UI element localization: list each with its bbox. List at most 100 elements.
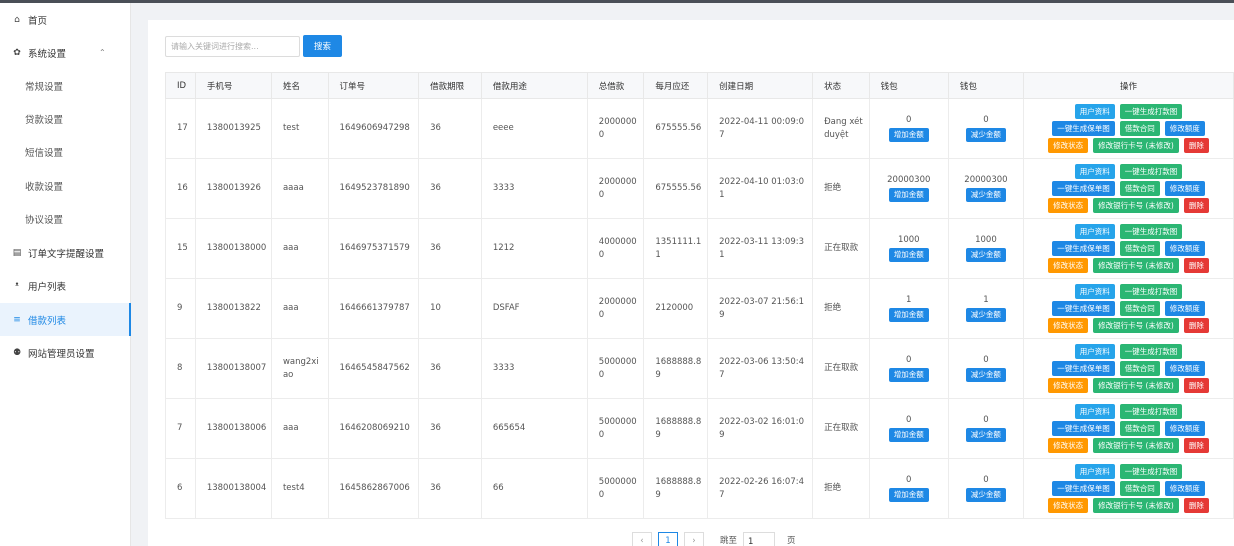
generate-guarantee-image-button[interactable]: 一键生成保单图 — [1052, 241, 1115, 256]
delete-button[interactable]: 删除 — [1183, 258, 1209, 273]
generate-payment-image-button[interactable]: 一键生成打款图 — [1119, 284, 1183, 299]
subtract-amount-button[interactable]: 减少金额 — [965, 308, 1006, 322]
edit-status-button[interactable]: 修改状态 — [1048, 378, 1089, 393]
edit-bank-card-button[interactable]: 修改银行卡号 (未修改) — [1093, 198, 1179, 213]
delete-button[interactable]: 删除 — [1183, 318, 1209, 333]
sidebar-item-order-reminder[interactable]: ▤ 订单文字提醒设置 — [0, 236, 131, 269]
cell-actions: 用户资料 一键生成打款图 一键生成保单图 借款合同 修改额度 修改状态 修改银行… — [1023, 398, 1234, 459]
sidebar-item-admins[interactable]: ⚉ 网站管理员设置 — [0, 336, 131, 369]
user-info-button[interactable]: 用户资料 — [1074, 404, 1115, 419]
edit-bank-card-button[interactable]: 修改银行卡号 (未修改) — [1093, 438, 1179, 453]
user-info-button[interactable]: 用户资料 — [1074, 104, 1115, 119]
add-amount-button[interactable]: 增加金额 — [888, 488, 929, 502]
edit-bank-card-button[interactable]: 修改银行卡号 (未修改) — [1093, 318, 1179, 333]
sidebar-item-sms-settings[interactable]: 短信设置 — [0, 135, 131, 168]
loan-contract-button[interactable]: 借款合同 — [1119, 181, 1160, 196]
user-info-button[interactable]: 用户资料 — [1074, 164, 1115, 179]
search-button[interactable]: 搜索 — [303, 35, 342, 57]
edit-status-button[interactable]: 修改状态 — [1048, 258, 1089, 273]
add-amount-button[interactable]: 增加金额 — [888, 128, 929, 142]
generate-payment-image-button[interactable]: 一键生成打款图 — [1119, 224, 1183, 239]
add-amount-button[interactable]: 增加金额 — [888, 248, 929, 262]
generate-guarantee-image-button[interactable]: 一键生成保单图 — [1052, 121, 1115, 136]
user-info-button[interactable]: 用户资料 — [1074, 464, 1115, 479]
table-row: 9 1380013822 aaa 1646661379787 10 DSFAF 200000… — [165, 278, 1234, 339]
subtract-amount-button[interactable]: 减少金额 — [965, 428, 1006, 442]
delete-button[interactable]: 删除 — [1183, 138, 1209, 153]
edit-status-button[interactable]: 修改状态 — [1048, 198, 1089, 213]
generate-payment-image-button[interactable]: 一键生成打款图 — [1119, 104, 1183, 119]
cell-purpose: 66 — [481, 458, 588, 519]
user-info-button[interactable]: 用户资料 — [1074, 284, 1115, 299]
subtract-amount-button[interactable]: 减少金额 — [965, 188, 1006, 202]
add-amount-button[interactable]: 增加金额 — [888, 188, 929, 202]
loan-contract-button[interactable]: 借款合同 — [1119, 241, 1160, 256]
edit-amount-button[interactable]: 修改额度 — [1164, 301, 1205, 316]
next-page-button[interactable]: › — [684, 532, 704, 546]
edit-bank-card-button[interactable]: 修改银行卡号 (未修改) — [1093, 498, 1179, 513]
jump-page-input[interactable] — [743, 532, 776, 546]
sidebar-item-payment-settings[interactable]: 收款设置 — [0, 169, 131, 202]
delete-button[interactable]: 删除 — [1183, 378, 1209, 393]
generate-payment-image-button[interactable]: 一键生成打款图 — [1119, 344, 1183, 359]
edit-bank-card-button[interactable]: 修改银行卡号 (未修改) — [1093, 378, 1179, 393]
edit-bank-card-button[interactable]: 修改银行卡号 (未修改) — [1093, 258, 1179, 273]
sidebar-item-general-settings[interactable]: 常规设置 — [0, 69, 131, 102]
user-info-button[interactable]: 用户资料 — [1074, 344, 1115, 359]
generate-guarantee-image-button[interactable]: 一键生成保单图 — [1052, 421, 1115, 436]
delete-button[interactable]: 删除 — [1183, 498, 1209, 513]
sidebar-item-loans[interactable]: ≡ 借款列表 — [0, 303, 131, 336]
subtract-amount-button[interactable]: 减少金额 — [965, 488, 1006, 502]
cell-actions: 用户资料 一键生成打款图 一键生成保单图 借款合同 修改额度 修改状态 修改银行… — [1023, 98, 1234, 159]
edit-status-button[interactable]: 修改状态 — [1048, 138, 1089, 153]
edit-status-button[interactable]: 修改状态 — [1048, 318, 1089, 333]
subtract-amount-button[interactable]: 减少金额 — [965, 248, 1006, 262]
wallet-amount: 0 — [906, 475, 912, 485]
search-input[interactable] — [165, 36, 300, 57]
sidebar-item-label: 短信设置 — [25, 147, 64, 159]
loan-contract-button[interactable]: 借款合同 — [1119, 361, 1160, 376]
delete-button[interactable]: 删除 — [1183, 198, 1209, 213]
loan-contract-button[interactable]: 借款合同 — [1119, 481, 1160, 496]
page-number-current[interactable]: 1 — [658, 532, 678, 546]
generate-payment-image-button[interactable]: 一键生成打款图 — [1119, 164, 1183, 179]
generate-payment-image-button[interactable]: 一键生成打款图 — [1119, 464, 1183, 479]
generate-guarantee-image-button[interactable]: 一键生成保单图 — [1052, 481, 1115, 496]
subtract-amount-button[interactable]: 减少金额 — [965, 128, 1006, 142]
edit-status-button[interactable]: 修改状态 — [1048, 438, 1089, 453]
loan-contract-button[interactable]: 借款合同 — [1119, 421, 1160, 436]
edit-amount-button[interactable]: 修改额度 — [1164, 181, 1205, 196]
generate-guarantee-image-button[interactable]: 一键生成保单图 — [1052, 301, 1115, 316]
delete-button[interactable]: 删除 — [1183, 438, 1209, 453]
loan-contract-button[interactable]: 借款合同 — [1119, 121, 1160, 136]
cell-actions: 用户资料 一键生成打款图 一键生成保单图 借款合同 修改额度 修改状态 修改银行… — [1023, 218, 1234, 279]
generate-guarantee-image-button[interactable]: 一键生成保单图 — [1052, 181, 1115, 196]
loan-contract-button[interactable]: 借款合同 — [1119, 301, 1160, 316]
cell-order: 1646975371579 — [328, 218, 420, 279]
cell-name: aaa — [271, 278, 329, 339]
wallet-amount: 1 — [906, 295, 912, 305]
prev-page-button[interactable]: ‹ — [632, 532, 652, 546]
edit-amount-button[interactable]: 修改额度 — [1164, 241, 1205, 256]
sidebar-item-loan-settings[interactable]: 贷款设置 — [0, 102, 131, 135]
sidebar-item-users[interactable]: ᵜ 用户列表 — [0, 269, 131, 302]
sidebar-item-home[interactable]: ⌂ 首页 — [0, 3, 131, 36]
add-amount-button[interactable]: 增加金额 — [888, 308, 929, 322]
edit-amount-button[interactable]: 修改额度 — [1164, 121, 1205, 136]
generate-payment-image-button[interactable]: 一键生成打款图 — [1119, 404, 1183, 419]
edit-bank-card-button[interactable]: 修改银行卡号 (未修改) — [1093, 138, 1179, 153]
cell-wallet: 0 增加金额 — [869, 338, 949, 399]
table-row: 8 13800138007 wang2xiao 1646545847562 36 3333… — [165, 338, 1234, 399]
edit-status-button[interactable]: 修改状态 — [1048, 498, 1089, 513]
edit-amount-button[interactable]: 修改额度 — [1164, 361, 1205, 376]
subtract-amount-button[interactable]: 减少金额 — [965, 368, 1006, 382]
add-amount-button[interactable]: 增加金额 — [888, 368, 929, 382]
generate-guarantee-image-button[interactable]: 一键生成保单图 — [1052, 361, 1115, 376]
edit-amount-button[interactable]: 修改额度 — [1164, 481, 1205, 496]
wallet-amount: 1000 — [897, 235, 920, 245]
user-info-button[interactable]: 用户资料 — [1074, 224, 1115, 239]
sidebar-item-agreement-settings[interactable]: 协议设置 — [0, 202, 131, 235]
add-amount-button[interactable]: 增加金额 — [888, 428, 929, 442]
edit-amount-button[interactable]: 修改额度 — [1164, 421, 1205, 436]
sidebar-item-system-settings[interactable]: ✿ 系统设置 ⌃ — [0, 36, 131, 69]
